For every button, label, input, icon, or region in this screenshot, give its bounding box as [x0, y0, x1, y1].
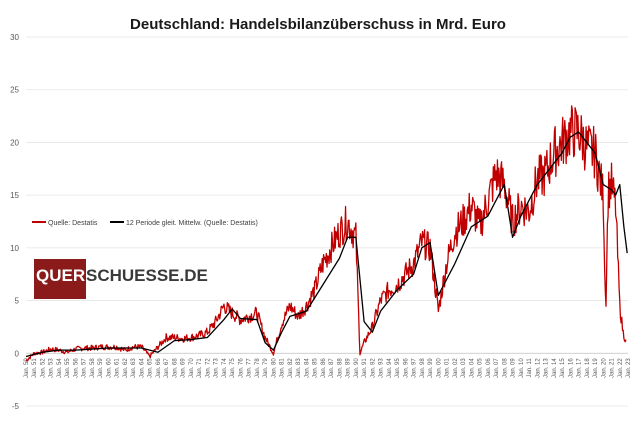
x-tick-label: Jan. 88: [337, 358, 343, 378]
x-tick-label: Jan. 95: [395, 358, 401, 378]
x-tick-label: Jan. 18: [585, 358, 591, 378]
x-tick-label: Jan. 16: [568, 358, 574, 378]
x-tick-label: Jan. 72: [205, 358, 211, 378]
x-tick-label: Jan. 81: [280, 358, 286, 378]
x-tick-label: Jan. 02: [453, 358, 459, 378]
x-tick-label: Jan. 91: [362, 358, 368, 378]
chart-title: Deutschland: Handelsbilanzüberschuss in …: [130, 16, 506, 33]
series-line-destatis: [25, 105, 627, 362]
x-tick-label: Jan. 53: [49, 358, 55, 378]
x-tick-label: Jan. 13: [544, 358, 550, 378]
x-tick-label: Jan. 76: [238, 358, 244, 378]
x-tick-label: Jan. 68: [172, 358, 178, 378]
logo-rest-text: SCHUESSE.DE: [86, 266, 208, 285]
x-tick-label: Jan. 97: [412, 358, 418, 378]
x-tick-label: Jan. 55: [65, 358, 71, 378]
x-tick-label: Jan. 93: [379, 358, 385, 378]
legend: Quelle: Destatis 12 Periode gleit. Mitte…: [32, 220, 258, 227]
x-tick-label: Jan. 84: [304, 358, 310, 378]
series-layer: [25, 105, 628, 362]
x-tick-label: Jan. 50: [24, 358, 30, 378]
x-tick-label: Jan. 94: [387, 358, 393, 378]
x-tick-label: Jan. 78: [255, 358, 261, 378]
x-tick-label: Jan. 69: [181, 358, 187, 378]
legend-label-moving-average: 12 Periode gleit. Mittelw. (Quelle: Dest…: [126, 220, 258, 227]
y-tick-label: 25: [10, 86, 19, 95]
x-tick-label: Jan. 90: [354, 358, 360, 378]
y-tick-label: 15: [10, 191, 19, 200]
legend-label-destatis: Quelle: Destatis: [48, 220, 98, 227]
x-tick-label: Jan. 12: [535, 358, 541, 378]
x-tick-label: Jan. 57: [82, 358, 88, 378]
x-tick-label: Jan. 09: [511, 358, 517, 378]
x-tick-label: Jan. 99: [428, 358, 434, 378]
y-tick-label: 0: [15, 349, 20, 358]
x-tick-label: Jan. 04: [469, 358, 475, 378]
x-tick-label: Jan. 89: [346, 358, 352, 378]
x-tick-label: Jan. 73: [214, 358, 220, 378]
x-tick-label: Jan. 17: [577, 358, 583, 378]
x-tick-label: Jan. 08: [502, 358, 508, 378]
x-tick-label: Jan. 19: [593, 358, 599, 378]
x-tick-label: Jan. 65: [148, 358, 154, 378]
x-tick-label: Jan. 22: [618, 358, 624, 378]
x-tick-label: Jan. 96: [403, 358, 409, 378]
y-tick-label: 30: [10, 33, 19, 42]
x-tick-label: Jan. 00: [436, 358, 442, 378]
x-tick-label: Jan. 06: [486, 358, 492, 378]
x-tick-label: Jan. 83: [296, 358, 302, 378]
y-tick-label: -5: [12, 402, 20, 411]
x-tick-label: Jan. 01: [445, 358, 451, 378]
x-tick-label: Jan. 11: [527, 358, 533, 378]
x-tick-label: Jan. 10: [519, 358, 525, 378]
x-tick-label: Jan. 79: [263, 358, 269, 378]
x-tick-label: Jan. 80: [271, 358, 277, 378]
x-tick-label: Jan. 61: [115, 358, 121, 378]
x-tick-label: Jan. 67: [164, 358, 170, 378]
x-tick-label: Jan. 98: [420, 358, 426, 378]
x-tick-label: Jan. 74: [222, 358, 228, 378]
x-tick-label: Jan. 15: [560, 358, 566, 378]
x-tick-label: Jan. 92: [370, 358, 376, 378]
x-tick-label: Jan. 85: [313, 358, 319, 378]
x-axis: Jan. 50 Jan. 51 Jan. 52 Jan. 53 Jan. 54 Jan. …: [24, 358, 632, 378]
x-tick-label: Jan. 82: [288, 358, 294, 378]
x-tick-label: Jan. 66: [156, 358, 162, 378]
y-tick-label: 10: [10, 244, 19, 253]
series-line-moving-average: [25, 131, 628, 358]
x-tick-label: Jan. 14: [552, 358, 558, 378]
x-tick-label: Jan. 70: [189, 358, 195, 378]
querschuesse-logo: QUER SCHUESSE.DE: [34, 259, 208, 299]
x-tick-label: Jan. 03: [461, 358, 467, 378]
x-tick-label: Jan. 58: [90, 358, 96, 378]
x-tick-label: Jan. 07: [494, 358, 500, 378]
logo-box: [34, 259, 86, 299]
x-tick-label: Jan. 59: [98, 358, 104, 378]
x-tick-label: Jan. 77: [247, 358, 253, 378]
x-tick-label: Jan. 56: [73, 358, 79, 378]
x-tick-label: Jan. 05: [478, 358, 484, 378]
x-tick-label: Jan. 20: [601, 358, 607, 378]
x-tick-label: Jan. 62: [123, 358, 129, 378]
x-tick-label: Jan. 51: [32, 358, 38, 378]
x-tick-label: Jan. 52: [40, 358, 46, 378]
gridlines: [26, 36, 628, 407]
x-tick-label: Jan. 75: [230, 358, 236, 378]
y-axis: -5 0 5 10 15 20 25 30: [10, 33, 19, 411]
x-tick-label: Jan. 64: [139, 358, 145, 378]
x-tick-label: Jan. 86: [321, 358, 327, 378]
x-tick-label: Jan. 23: [626, 358, 632, 378]
x-tick-label: Jan. 21: [610, 358, 616, 378]
x-tick-label: Jan. 60: [106, 358, 112, 378]
x-tick-label: Jan. 63: [131, 358, 137, 378]
y-tick-label: 20: [10, 138, 19, 147]
x-tick-label: Jan. 54: [57, 358, 63, 378]
x-tick-label: Jan. 71: [197, 358, 203, 378]
logo-box-text: QUER: [36, 266, 85, 285]
y-tick-label: 5: [15, 297, 20, 306]
x-tick-label: Jan. 87: [329, 358, 335, 378]
